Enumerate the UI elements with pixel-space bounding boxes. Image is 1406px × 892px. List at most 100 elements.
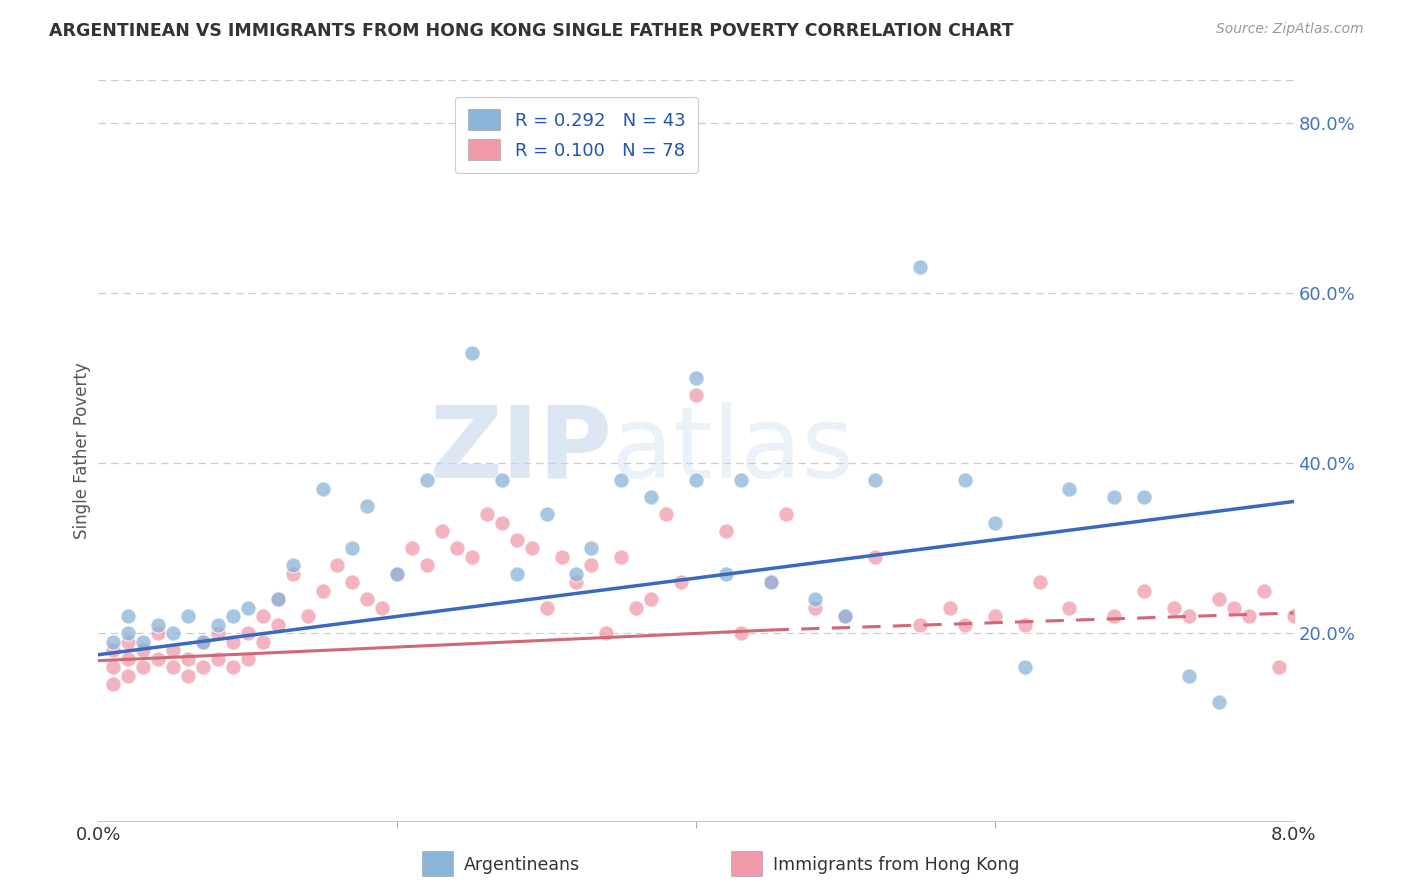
Point: [536, 508, 558, 522]
Point: [1178, 669, 1201, 683]
Point: [491, 473, 513, 487]
Point: [117, 669, 139, 683]
Point: [610, 473, 633, 487]
Point: [908, 618, 931, 632]
Text: Argentineans: Argentineans: [464, 856, 581, 874]
Point: [626, 600, 648, 615]
Point: [1267, 660, 1289, 674]
Point: [222, 660, 245, 674]
Point: [132, 660, 155, 674]
Point: [461, 345, 484, 359]
Point: [939, 600, 962, 615]
Point: [865, 473, 887, 487]
Point: [177, 609, 200, 624]
Point: [207, 652, 229, 666]
Point: [236, 600, 259, 615]
Point: [416, 473, 439, 487]
Point: [640, 592, 662, 607]
Point: [461, 549, 484, 564]
Point: [1282, 609, 1305, 624]
Point: [984, 516, 1007, 530]
Point: [1208, 592, 1230, 607]
Point: [520, 541, 543, 556]
Point: [311, 583, 333, 598]
Point: [311, 482, 333, 496]
Point: [326, 558, 349, 573]
Point: [1253, 583, 1275, 598]
Point: [1163, 600, 1185, 615]
Point: [714, 566, 737, 581]
Point: [953, 473, 976, 487]
Point: [565, 575, 588, 590]
Point: [148, 652, 170, 666]
Point: [356, 592, 378, 607]
Point: [430, 524, 453, 539]
Point: [550, 549, 572, 564]
Point: [297, 609, 319, 624]
Text: Source: ZipAtlas.com: Source: ZipAtlas.com: [1216, 22, 1364, 37]
Point: [1223, 600, 1246, 615]
Point: [267, 618, 290, 632]
Point: [132, 635, 155, 649]
Point: [640, 490, 662, 504]
Point: [342, 575, 364, 590]
Text: Immigrants from Hong Kong: Immigrants from Hong Kong: [773, 856, 1019, 874]
Point: [506, 566, 529, 581]
Point: [236, 652, 259, 666]
Point: [252, 635, 274, 649]
Point: [1014, 618, 1036, 632]
Legend: R = 0.292   N = 43, R = 0.100   N = 78: R = 0.292 N = 43, R = 0.100 N = 78: [456, 96, 697, 173]
Point: [491, 516, 513, 530]
Point: [595, 626, 617, 640]
Point: [685, 371, 707, 385]
Point: [1178, 609, 1201, 624]
Point: [1028, 575, 1050, 590]
Point: [132, 643, 155, 657]
Point: [908, 260, 931, 275]
Point: [730, 473, 752, 487]
Point: [865, 549, 887, 564]
Point: [148, 618, 170, 632]
Point: [565, 566, 588, 581]
Point: [730, 626, 752, 640]
Point: [103, 660, 125, 674]
Point: [103, 635, 125, 649]
Point: [834, 609, 856, 624]
Point: [117, 635, 139, 649]
Point: [236, 626, 259, 640]
Point: [1059, 482, 1081, 496]
Point: [103, 677, 125, 691]
Text: ZIP: ZIP: [429, 402, 613, 499]
Point: [984, 609, 1007, 624]
Point: [685, 388, 707, 402]
Point: [177, 669, 200, 683]
Point: [401, 541, 423, 556]
Point: [252, 609, 274, 624]
Point: [371, 600, 394, 615]
Point: [804, 592, 827, 607]
Point: [103, 643, 125, 657]
Point: [759, 575, 782, 590]
Point: [655, 508, 678, 522]
Point: [342, 541, 364, 556]
Point: [117, 626, 139, 640]
Point: [759, 575, 782, 590]
Point: [714, 524, 737, 539]
Point: [162, 643, 184, 657]
Y-axis label: Single Father Poverty: Single Father Poverty: [73, 362, 91, 539]
Point: [1237, 609, 1260, 624]
Point: [191, 635, 214, 649]
Point: [1133, 583, 1156, 598]
Point: [356, 499, 378, 513]
Point: [581, 541, 603, 556]
Point: [191, 660, 214, 674]
Point: [222, 609, 245, 624]
Point: [610, 549, 633, 564]
Point: [506, 533, 529, 547]
Point: [148, 626, 170, 640]
Point: [177, 652, 200, 666]
Point: [775, 508, 797, 522]
Point: [267, 592, 290, 607]
Point: [385, 566, 409, 581]
Text: ARGENTINEAN VS IMMIGRANTS FROM HONG KONG SINGLE FATHER POVERTY CORRELATION CHART: ARGENTINEAN VS IMMIGRANTS FROM HONG KONG…: [49, 22, 1014, 40]
